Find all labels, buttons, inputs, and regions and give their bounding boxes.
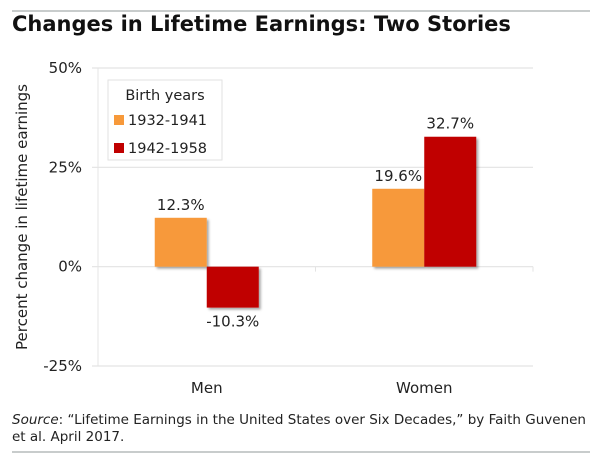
legend: Birth years 1932-1941 1942-1958: [107, 79, 223, 161]
data-label: 12.3%: [157, 196, 205, 214]
legend-label-1942-1958: 1942-1958: [128, 141, 207, 157]
source-label: Source: [12, 412, 59, 428]
bottom-divider: [12, 451, 590, 453]
legend-swatch-1942-1958: [114, 143, 124, 153]
x-axis-ticks: Men Women: [191, 379, 453, 397]
source-note: Source: “Lifetime Earnings in the United…: [12, 412, 592, 446]
y-tick-label: 25%: [49, 158, 82, 176]
legend-box: [107, 79, 223, 161]
bars: 12.3% -10.3% 19.6% 32.7%: [154, 115, 477, 331]
bar-chart: 50% 25% 0% -25% Percent change in lifetime …: [13, 59, 534, 397]
top-divider: [12, 10, 590, 12]
y-tick-label: 0%: [58, 258, 82, 276]
y-tick-label: -25%: [43, 357, 82, 375]
data-label: -10.3%: [206, 313, 259, 331]
x-tick-label: Men: [191, 379, 223, 397]
bar-women-1942-1958: [424, 136, 477, 267]
legend-title: Birth years: [125, 88, 204, 104]
y-axis-label: Percent change in lifetime earnings: [13, 84, 31, 350]
y-axis-ticks: 50% 25% 0% -25%: [43, 59, 82, 375]
bar-men-1932-1941: [154, 217, 207, 267]
chart-title: Changes in Lifetime Earnings: Two Storie…: [12, 12, 511, 36]
bar-men-1942-1958: [206, 266, 259, 308]
bar-women-1932-1941: [372, 188, 425, 267]
legend-swatch-1932-1941: [114, 115, 124, 125]
data-label: 19.6%: [374, 167, 422, 185]
legend-label-1932-1941: 1932-1941: [128, 113, 207, 129]
y-tick-label: 50%: [49, 59, 82, 77]
x-tick-label: Women: [396, 379, 452, 397]
source-text: : “Lifetime Earnings in the United State…: [12, 412, 586, 445]
data-label: 32.7%: [426, 115, 474, 133]
